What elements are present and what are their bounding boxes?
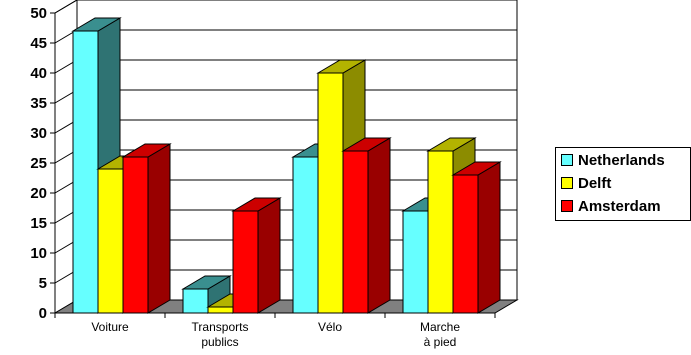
y-tick-label-0: 0 xyxy=(39,305,47,322)
gridline-50 xyxy=(54,0,517,14)
x-category-label-line: publics xyxy=(201,335,238,349)
bar-front xyxy=(427,150,454,314)
y-tick-label-35: 35 xyxy=(30,95,47,112)
y-tick-label-45: 45 xyxy=(30,35,47,52)
bar-amsterdam-1 xyxy=(231,197,282,314)
x-category-label-line: Marche xyxy=(420,320,460,334)
bar-front xyxy=(342,150,369,314)
x-category-label-2: Vélo xyxy=(318,320,342,334)
bar-amsterdam-3 xyxy=(451,161,502,314)
bar-side xyxy=(367,137,391,314)
bar-side xyxy=(477,161,501,314)
legend-swatch-amsterdam xyxy=(561,200,573,212)
bar-front xyxy=(232,210,259,314)
y-tick-label-50: 50 xyxy=(30,5,47,22)
bar-amsterdam-2 xyxy=(341,137,392,314)
bar-front xyxy=(317,72,344,314)
bar-front xyxy=(122,156,149,314)
bar-side xyxy=(147,143,171,314)
bar-amsterdam-0 xyxy=(121,143,172,314)
bar-front xyxy=(97,168,124,314)
y-tick-label-25: 25 xyxy=(30,155,47,172)
x-category-label-line: Transports xyxy=(192,320,249,334)
bar-front xyxy=(207,306,234,314)
bar-front xyxy=(402,210,429,314)
legend-swatch-delft xyxy=(561,177,573,189)
y-tick-label-5: 5 xyxy=(39,275,47,292)
bar-front xyxy=(452,174,479,314)
bar-front xyxy=(182,288,209,314)
legend-item-delft: Delft xyxy=(561,173,611,193)
legend-item-amsterdam: Amsterdam xyxy=(561,196,661,216)
bars xyxy=(71,17,502,314)
y-tick-label-15: 15 xyxy=(30,215,47,232)
x-category-label-line: Vélo xyxy=(318,320,342,334)
bar-front xyxy=(72,30,99,314)
legend: Netherlands Delft Amsterdam xyxy=(555,147,691,221)
legend-label-amsterdam: Amsterdam xyxy=(578,197,661,215)
y-tick-label-20: 20 xyxy=(30,185,47,202)
x-category-labels: Voiture Transports publics Vélo Marche à pied xyxy=(91,320,460,349)
x-category-label-0: Voiture xyxy=(91,320,129,334)
x-category-label-line: à pied xyxy=(424,335,457,349)
y-tick-labels: 0 5 10 15 20 25 30 35 40 45 50 xyxy=(30,5,47,322)
y-tick-label-30: 30 xyxy=(30,125,47,142)
x-category-label-line: Voiture xyxy=(91,320,129,334)
axes xyxy=(50,12,496,318)
legend-label-netherlands: Netherlands xyxy=(578,151,665,169)
x-category-label-1: Transports publics xyxy=(192,320,249,349)
y-tick-label-10: 10 xyxy=(30,245,47,262)
legend-swatch-netherlands xyxy=(561,154,573,166)
bar-front xyxy=(292,156,319,314)
legend-label-delft: Delft xyxy=(578,174,612,192)
legend-item-netherlands: Netherlands xyxy=(561,150,665,170)
x-category-label-3: Marche à pied xyxy=(420,320,460,349)
bar-side xyxy=(257,197,281,314)
y-tick-label-40: 40 xyxy=(30,65,47,82)
